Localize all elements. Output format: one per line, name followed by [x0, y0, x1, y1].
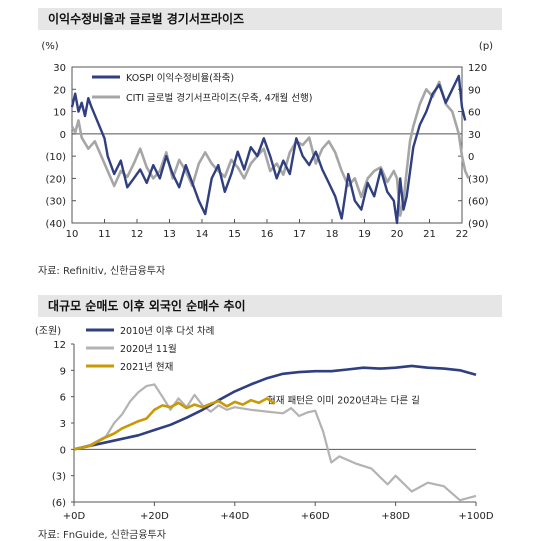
x-tick-label: 14	[196, 229, 209, 240]
x-tick-label: +60D	[301, 511, 330, 522]
left-tick-label: (10)	[45, 152, 66, 163]
right-tick-label: (30)	[468, 174, 489, 185]
chart-1-plot: (%) (p) 30 20 10 0 (10) (20) (30) (40) 120 90 60 30 0 (…	[41, 41, 493, 240]
annotation-text: 현재 패턴은 이미 2020년과는 다른 길	[267, 395, 420, 407]
x-tick-label: 17	[293, 229, 306, 240]
chart-2-series	[73, 364, 477, 502]
x-tick-label: 15	[228, 229, 241, 240]
chart-2-axes: (조원) 12 9 6 3 0 (3) (6) +0D +20D +40D +60D +80D +100D…	[35, 325, 494, 522]
left-tick-label: 20	[53, 85, 66, 96]
chart-1-source: 자료: Refinitiv, 신한금융투자	[38, 266, 166, 277]
right-tick-label: (60)	[468, 197, 489, 208]
x-tick-label: +40D	[220, 511, 249, 522]
series-line-2021-current	[73, 397, 276, 451]
chart-2-plot: (조원) 12 9 6 3 0 (3) (6) +0D +20D +40D +60D +80D +100D…	[35, 325, 494, 522]
left-tick-label: (40)	[45, 219, 66, 230]
y-tick-label: (6)	[52, 498, 66, 509]
left-tick-label: 10	[53, 108, 66, 119]
legend-label: 2021년 현재	[120, 362, 173, 373]
y-tick-label: 6	[60, 393, 66, 404]
x-tick-label: +100D	[458, 511, 493, 522]
x-tick-label: +20D	[140, 511, 169, 522]
x-tick-label: 19	[358, 229, 371, 240]
x-tick-label: +0D	[63, 511, 86, 522]
left-tick-label: (30)	[45, 197, 66, 208]
y-tick-label: 0	[60, 445, 66, 456]
chart-1-title: 이익수정비율과 글로벌 경기서프라이즈	[38, 8, 502, 30]
chart-1-series	[70, 74, 470, 225]
y-tick-label: (3)	[52, 472, 66, 483]
chart-1-axes: (%) (p) 30 20 10 0 (10) (20) (30) (40) 120 90 60 30 0 (…	[41, 41, 493, 240]
x-tick-label: 12	[131, 229, 144, 240]
x-tick-label: +80D	[381, 511, 410, 522]
right-tick-label: 60	[468, 108, 481, 119]
series-line-five-cases	[73, 364, 477, 451]
left-tick-label: 0	[60, 130, 66, 141]
right-tick-label: 90	[468, 85, 481, 96]
x-tick-label: 21	[423, 229, 436, 240]
y-tick-label: 3	[60, 419, 66, 430]
x-tick-label: 16	[261, 229, 274, 240]
legend-label: 2020년 11월	[120, 343, 177, 355]
right-tick-label: 120	[468, 63, 487, 74]
x-tick-label: 10	[66, 229, 79, 240]
left-tick-label: (20)	[45, 174, 66, 185]
x-tick-label: 22	[456, 229, 469, 240]
chart-2-source: 자료: FnGuide, 신한금융투자	[38, 530, 166, 541]
right-tick-label: 30	[468, 130, 481, 141]
y-tick-label: 12	[53, 340, 66, 351]
x-tick-label: 18	[326, 229, 339, 240]
x-tick-label: 20	[391, 229, 404, 240]
right-axis-unit: (p)	[479, 41, 493, 52]
x-tick-label: 13	[163, 229, 176, 240]
right-tick-label: 0	[468, 152, 474, 163]
chart-1-legend: KOSPI 이익수정비율(좌축) CITI 글로벌 경기서프라이즈(우축, 4개월…	[92, 72, 312, 104]
left-tick-label: 30	[53, 63, 66, 74]
series-line-kospi	[70, 74, 467, 225]
legend-label: KOSPI 이익수정비율(좌축)	[126, 72, 234, 84]
legend-label: 2010년 이후 다섯 차례	[120, 325, 214, 337]
right-tick-label: (90)	[468, 219, 489, 230]
chart-2-title: 대규모 순매도 이후 외국인 순매수 추이	[38, 295, 502, 317]
y-axis-unit: (조원)	[35, 325, 61, 337]
y-tick-label: 9	[60, 366, 66, 377]
chart-2-legend: 2010년 이후 다섯 차례 2020년 11월 2021년 현재	[86, 325, 214, 373]
series-line-2020-nov	[73, 383, 477, 502]
left-axis-unit: (%)	[41, 41, 58, 52]
x-tick-label: 11	[98, 229, 111, 240]
legend-label: CITI 글로벌 경기서프라이즈(우축, 4개월 선행)	[126, 92, 312, 104]
